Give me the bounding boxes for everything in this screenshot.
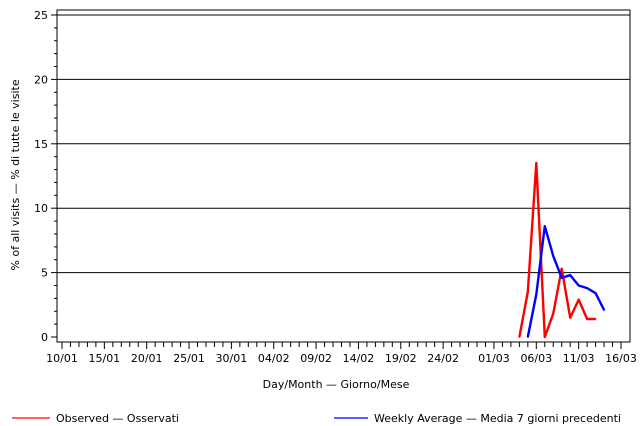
data-point [594,318,597,320]
x-tick-label: 19/02 [385,352,417,365]
data-point [603,309,605,311]
data-point [526,336,529,338]
x-tick-label: 01/03 [478,352,510,365]
x-tick-label: 11/03 [563,352,595,365]
legend: Observed — Osservati Weekly Average — Me… [12,412,621,425]
data-point [535,293,538,296]
series-line-observed [518,161,596,339]
y-tick-label: 10 [34,202,48,215]
y-tick-label: 0 [41,331,48,344]
data-point [577,298,580,301]
data-point [526,291,529,293]
x-tick-label: 04/02 [258,352,290,365]
legend-label-observed: Observed — Osservati [56,412,179,425]
y-tick-label: 20 [34,73,48,86]
x-tick-label: 14/02 [343,352,375,365]
data-point [560,267,563,270]
x-tick-label: 24/02 [427,352,459,365]
series-line-weekly-average [526,224,606,338]
x-axis: 10/01 15/01 20/01 25/01 30/01 04/02 09/02 14/02… [46,342,637,365]
data-point [552,254,555,257]
data-point [577,284,580,287]
y-tick-label: 5 [41,267,48,280]
data-point [518,336,521,338]
plot-area [56,9,631,343]
y-tick-label: 15 [34,138,48,151]
x-tick-label: 20/01 [131,352,163,365]
x-tick-label: 30/01 [216,352,248,365]
data-point [594,292,597,295]
data-point [586,318,589,320]
y-axis: 0 5 10 15 20 25 [34,9,57,344]
x-tick-label: 10/01 [46,352,78,365]
x-tick-label: 15/01 [88,352,120,365]
y-tick-label: 25 [34,9,48,22]
x-tick-label: 09/02 [300,352,332,365]
data-point [569,274,572,277]
x-axis-title: Day/Month — Giorno/Mese [263,378,410,391]
data-point [569,316,572,319]
y-axis-title: % of all visits — % di tutte le visite [9,79,22,270]
x-tick-label: 16/03 [605,352,637,365]
x-tick-label: 06/03 [520,352,552,365]
data-series [518,161,606,339]
x-tick-label: 25/01 [173,352,205,365]
data-point [543,225,546,228]
data-point [535,162,538,165]
legend-label-weekly-average: Weekly Average — Media 7 giorni preceden… [374,412,621,425]
data-point [543,336,546,338]
data-point [552,312,555,315]
data-point [586,287,589,289]
data-point [560,276,563,279]
